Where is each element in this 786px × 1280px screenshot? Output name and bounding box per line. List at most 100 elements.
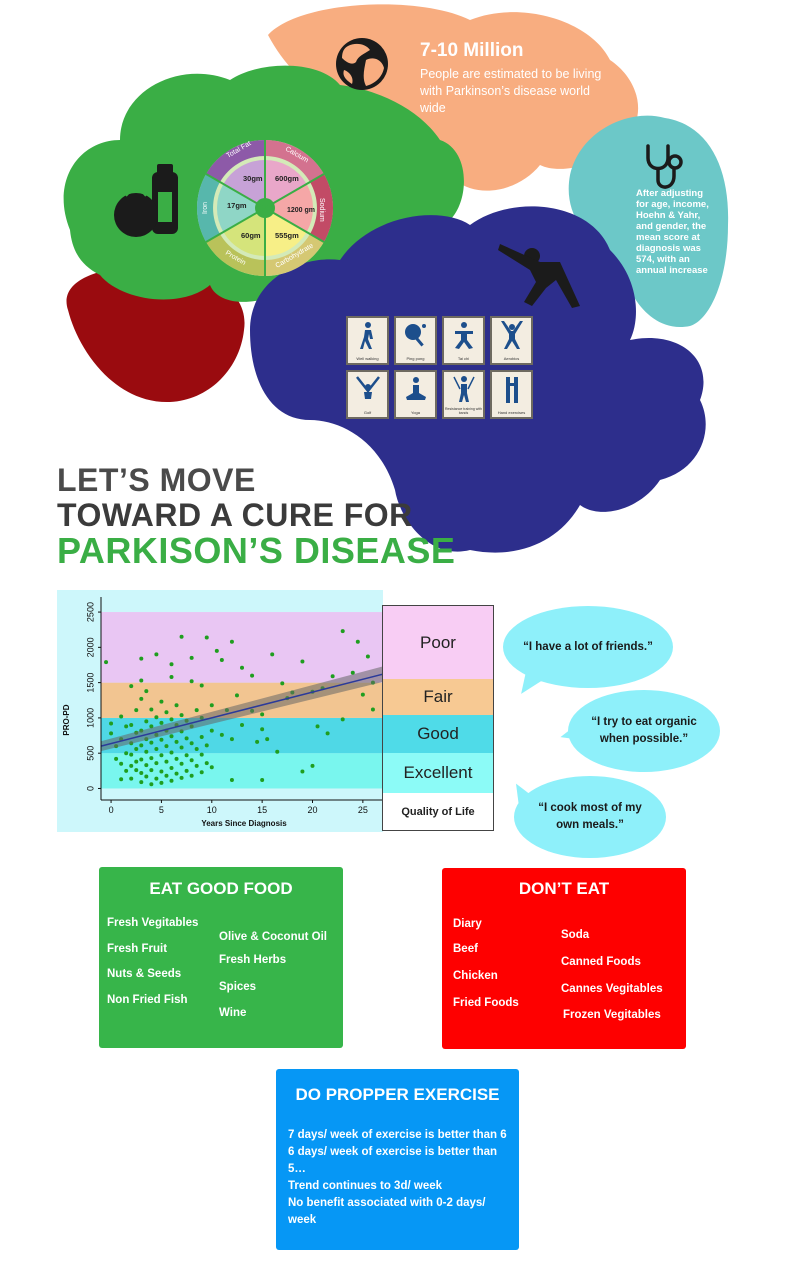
- scatter-point: [204, 743, 209, 748]
- scatter-point: [139, 696, 144, 701]
- exercise-tile-aerobics: Aerobics: [490, 316, 533, 365]
- scatter-point: [119, 761, 124, 766]
- scatter-point: [365, 654, 370, 659]
- scatter-point: [330, 674, 335, 679]
- scatter-point: [129, 776, 134, 781]
- scatter-point: [169, 734, 174, 739]
- scatter-point: [255, 739, 260, 744]
- scatter-point: [240, 665, 244, 670]
- yoga-icon: [406, 377, 426, 400]
- headline-line-3: PARKISON’S DISEASE: [57, 530, 456, 571]
- pro-pd-chart-svg: 0 500 1000 1500 2000 2500 0 5 10 15 20 25 Years Sin…: [62, 597, 383, 828]
- scatter-point: [109, 721, 114, 726]
- exercise-box-text: 7 days/ week of exercise is better than …: [288, 1127, 518, 1229]
- scatter-point: [260, 727, 265, 732]
- scatter-point: [149, 782, 154, 787]
- pro-pd-chart: 0 500 1000 1500 2000 2500 0 5 10 15 20 25 Years Sin…: [57, 590, 383, 832]
- scatter-point: [184, 736, 189, 741]
- exercise-tile-yoga: Yoga: [394, 370, 437, 419]
- good-food-item: Fresh Vegitables: [107, 917, 199, 929]
- population-text: People are estimated to be living with P…: [420, 67, 602, 115]
- scatter-point: [139, 757, 144, 762]
- scatter-point: [164, 710, 169, 715]
- quote-bubble-organic: “I try to eat organic when possible.”: [568, 690, 720, 772]
- scatter-point: [184, 753, 189, 758]
- population-title: 7-10 Million: [420, 40, 524, 61]
- exercise-line: No benefit associated with 0-2 days/ wee…: [288, 1197, 486, 1226]
- scatter-point: [300, 659, 305, 664]
- scatter-point: [169, 662, 174, 667]
- scatter-point: [340, 717, 345, 722]
- quote-text: “I try to eat organic when possible.”: [591, 716, 697, 745]
- trend-line: [100, 666, 383, 752]
- stretching-figure-icon: [498, 244, 580, 308]
- scatter-point: [189, 741, 194, 746]
- scatter-point: [179, 761, 184, 766]
- scatter-point: [265, 737, 270, 742]
- exercise-label: Ping pong: [406, 356, 425, 361]
- scatter-point: [189, 773, 194, 778]
- scatter-point: [199, 770, 204, 775]
- scatter-point: [134, 768, 139, 773]
- dont-eat-item: Frozen Vegitables: [563, 1009, 661, 1021]
- hand-grip-icon: [506, 377, 518, 403]
- scatter-point: [149, 724, 154, 729]
- red-lobe: [66, 266, 245, 403]
- scatter-point: [199, 734, 204, 739]
- exercise-tile-golf: Golf: [346, 370, 389, 419]
- chart-axes: 0 500 1000 1500 2000 2500 0 5 10 15 20 25: [85, 597, 383, 815]
- wheel-label-iron: Iron: [202, 202, 209, 214]
- dont-eat-item: Diary: [453, 918, 482, 930]
- scatter-point: [169, 778, 174, 783]
- scatter-point: [144, 763, 149, 768]
- scatter-point: [169, 766, 174, 771]
- scatter-point: [174, 739, 179, 744]
- scatter-point: [144, 719, 149, 724]
- wheel-label-sodium: Sodium: [318, 198, 325, 222]
- dont-eat-item: Soda: [561, 929, 590, 941]
- eat-good-food-title: EAT GOOD FOOD: [149, 879, 293, 898]
- teal-lobe: [568, 115, 729, 328]
- scatter-point: [174, 703, 179, 708]
- quote-text: “I have a lot of friends.”: [523, 640, 653, 653]
- x-tick-label: 15: [257, 805, 267, 815]
- exercise-label: Aerobics: [503, 356, 520, 361]
- good-food-item: Nuts & Seeds: [107, 968, 182, 980]
- dont-eat-item: Canned Foods: [561, 956, 641, 968]
- good-food-item: Fresh Herbs: [219, 954, 287, 966]
- y-axis-label: PRO-PD: [62, 704, 71, 735]
- nutrition-wheel: Total Fat Calcium Sodium Carbohydrate Pr…: [196, 140, 334, 276]
- scatter-point: [229, 639, 234, 644]
- wheel-value-carbohydrate: 555gm: [275, 231, 299, 240]
- scatter-point: [144, 689, 149, 694]
- scatter-point: [250, 673, 255, 678]
- exercise-tile-hand-exercises: Hand exercises: [490, 370, 533, 419]
- ping-pong-icon: [405, 324, 426, 347]
- scatter-point: [164, 759, 169, 764]
- exercise-label: Hand exercises: [497, 410, 526, 415]
- qol-title: Quality of Life: [383, 793, 493, 830]
- exercise-tile-ping-pong: Ping pong: [394, 316, 437, 365]
- scatter-point: [139, 743, 144, 748]
- scatter-point: [300, 769, 305, 774]
- scatter-point: [159, 769, 164, 774]
- scatter-point: [129, 684, 134, 689]
- scatter-point: [159, 753, 164, 758]
- scatter-point: [189, 679, 194, 684]
- wheel-value-iron: 17gm: [227, 201, 247, 210]
- scatter-point: [315, 724, 320, 729]
- exercise-line: 6 days/ week of exercise is better than …: [288, 1146, 498, 1175]
- scatter-point: [134, 746, 139, 751]
- scatter-point: [169, 717, 174, 722]
- exercise-tile-tai-chi: Tai chi: [442, 316, 485, 365]
- band-poor: [101, 612, 383, 683]
- dont-eat-title: DON’T EAT: [518, 879, 610, 898]
- scatter-point: [154, 746, 159, 751]
- scatter-point: [134, 708, 139, 713]
- wheel-value-sodium: 1200 gm: [287, 207, 315, 214]
- do-propper-exercise-box: DO PROPPER EXERCISE 7 days/ week of exer…: [276, 1069, 519, 1250]
- scatter-point: [134, 759, 139, 764]
- scatter-point: [124, 751, 129, 756]
- scatter-point: [260, 778, 265, 783]
- scatter-point: [139, 678, 144, 683]
